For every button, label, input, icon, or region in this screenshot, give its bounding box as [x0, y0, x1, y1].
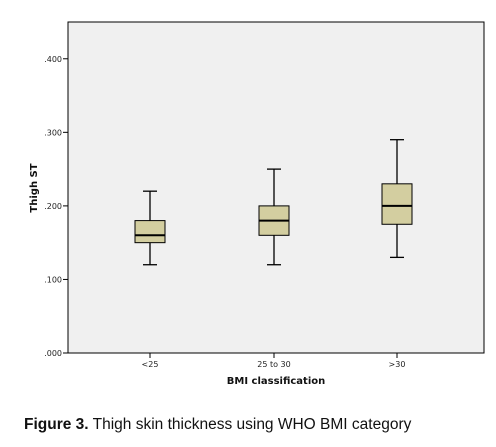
x-tick-label: >30: [389, 360, 406, 369]
y-tick-label: .300: [44, 128, 62, 137]
y-axis: .000 .100 .200 .300 .400: [44, 55, 68, 358]
x-tick-label: 25 to 30: [257, 360, 290, 369]
box-group: [381, 139, 413, 259]
x-axis-title: BMI classification: [227, 376, 326, 387]
y-tick-label: .400: [44, 55, 62, 64]
x-axis: <25 25 to 30 >30: [142, 353, 406, 369]
box-plot-chart: .000 .100 .200 .300 .400 <25 25 to 30 >30 BMI …: [29, 21, 485, 387]
figure-caption: Figure 3. Thigh skin thickness using WHO…: [24, 416, 484, 434]
y-tick-label: .000: [44, 349, 62, 358]
y-axis-title: Thigh ST: [29, 163, 40, 212]
boxes: [134, 139, 413, 266]
iqr-box: [134, 220, 166, 244]
plot-area: [67, 21, 485, 354]
caption-text: Thigh skin thickness using WHO BMI categ…: [88, 416, 412, 433]
iqr-box: [381, 183, 413, 225]
y-tick-label: .200: [44, 202, 62, 211]
box-group: [258, 168, 290, 266]
box-group: [134, 190, 166, 266]
y-tick-label: .100: [44, 275, 62, 284]
x-tick-label: <25: [142, 360, 159, 369]
caption-label: Figure 3.: [24, 416, 89, 433]
